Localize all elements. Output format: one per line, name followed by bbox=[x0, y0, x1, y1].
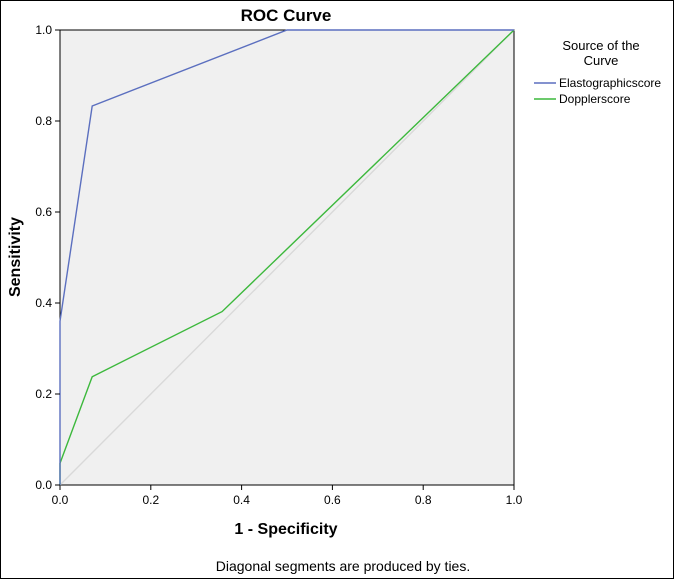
chart-title: ROC Curve bbox=[241, 6, 332, 25]
x-tick-label: 0.0 bbox=[52, 493, 69, 507]
axis-layer: 0.0 0.2 0.4 0.6 0.8 1.0 0.0 0.2 0.4 0.6 0.8 1.0 bbox=[35, 23, 522, 507]
x-tick-label: 0.8 bbox=[415, 493, 432, 507]
x-axis-label: 1 - Specificity bbox=[234, 521, 337, 538]
y-axis-label: Sensitivity bbox=[7, 217, 24, 297]
legend-entry-label: Dopplerscore bbox=[559, 92, 631, 106]
x-tick-label: 1.0 bbox=[506, 493, 523, 507]
y-tick-label: 0.6 bbox=[35, 205, 52, 219]
x-tick-label: 0.2 bbox=[142, 493, 159, 507]
legend-title: Source of the Curve bbox=[562, 38, 639, 68]
series-line-elastographicscore bbox=[59, 29, 514, 485]
y-tick-label: 0.0 bbox=[35, 478, 52, 492]
y-tick-label: 0.2 bbox=[35, 387, 52, 401]
y-tick-label: 0.8 bbox=[35, 114, 52, 128]
series-line-reference-line bbox=[59, 29, 515, 486]
y-tick-label: 1.0 bbox=[35, 23, 52, 37]
legend: Source of the Curve Elastographicscore Dop… bbox=[534, 38, 661, 106]
footnote: Diagonal segments are produced by ties. bbox=[216, 558, 470, 574]
x-tick-label: 0.6 bbox=[324, 493, 341, 507]
legend-entry-label: Elastographicscore bbox=[559, 76, 661, 90]
legend-entries: Elastographicscore Dopplerscore bbox=[534, 76, 661, 106]
series-layer bbox=[59, 29, 515, 486]
y-tick-label: 0.4 bbox=[35, 296, 52, 310]
x-tick-label: 0.4 bbox=[233, 493, 250, 507]
